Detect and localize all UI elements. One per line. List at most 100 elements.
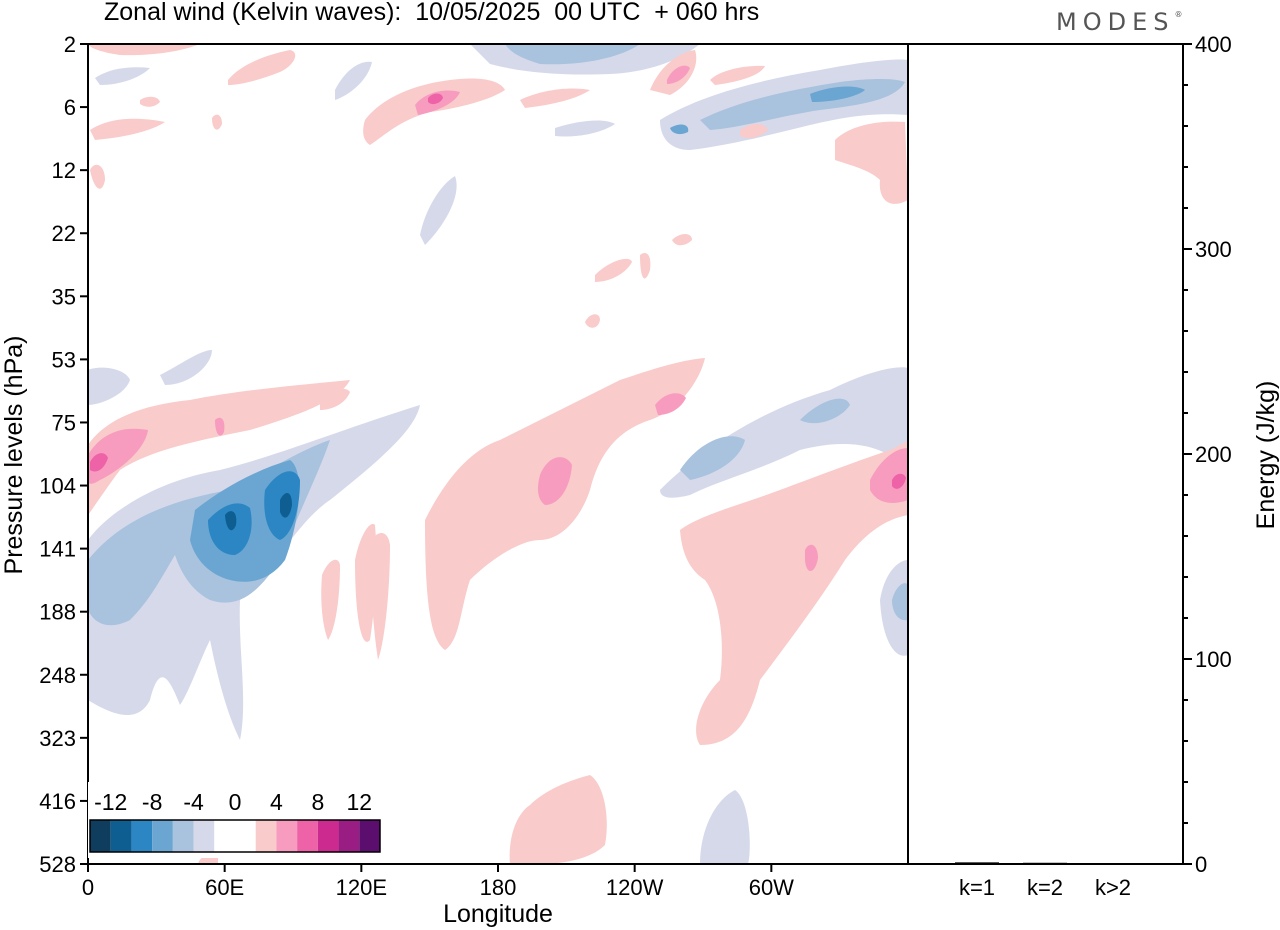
colorbar-label: -8 — [142, 789, 162, 815]
y-axis-label: Pressure levels (hPa) — [0, 336, 28, 575]
upper-easterly-core-east — [680, 436, 745, 480]
strat-easterly-far-right — [670, 124, 689, 135]
y-tick-label: 35 — [52, 284, 76, 309]
westerly-east-band — [680, 440, 908, 745]
negative-wind-regions — [88, 44, 908, 864]
x-tick-label: 120E — [336, 875, 387, 900]
westerly-35 — [585, 314, 600, 328]
energy-category-label: k=2 — [1027, 875, 1063, 900]
upper-easterly-core-east-2 — [800, 398, 850, 424]
energy-tick-label: 0 — [1195, 852, 1207, 877]
strat-westerly-6 — [363, 78, 505, 145]
westerly-patch-a — [215, 417, 225, 436]
y-tick-label: 528 — [39, 852, 76, 877]
modes-logo: MODES® — [1056, 8, 1182, 36]
energy-bar — [1091, 863, 1135, 864]
easterly-patch-53 — [160, 350, 212, 385]
y-axis: 2 6 12 22 35 53 75 104 141 188 248 323 416 528 — [39, 32, 88, 877]
colorbar-swatch — [152, 820, 173, 852]
colorbar-swatch — [338, 820, 360, 852]
x-tick-label: 120W — [606, 875, 664, 900]
westerly-column-2 — [321, 559, 340, 640]
strat-easterly-west — [95, 67, 150, 85]
energy-category-label: k=1 — [959, 875, 995, 900]
westerly-east-peak — [870, 448, 908, 503]
colorbar-label: -12 — [94, 789, 127, 815]
westerly-column-1 — [355, 524, 377, 642]
y-tick-label: 141 — [39, 537, 76, 562]
colorbar-label: 12 — [346, 789, 372, 815]
strat-westerly-12-left-b — [90, 164, 105, 189]
colorbar-swatch — [235, 820, 256, 852]
strat-easterly-top-core — [505, 44, 640, 65]
westerly-band-75 — [88, 380, 350, 515]
westerly-22b — [640, 252, 651, 279]
westerly-east-max — [892, 473, 906, 489]
westerly-main-peak — [655, 393, 686, 415]
energy-bar — [955, 862, 999, 864]
westerly-east-spot — [805, 544, 818, 572]
westerly-main-core — [537, 457, 572, 505]
colorbar-swatch — [255, 820, 277, 852]
x-tick-label: 180 — [480, 875, 517, 900]
y-tick-label: 248 — [39, 663, 76, 688]
strat-westerly-10-b — [140, 96, 160, 107]
positive-wind-regions — [88, 44, 908, 864]
strat-easterly-mid — [335, 61, 372, 100]
y-tick-label: 416 — [39, 789, 76, 814]
lower-easterly-core-3 — [280, 493, 292, 518]
colorbar-swatch — [317, 820, 339, 852]
chart-title: Zonal wind (Kelvin waves): 10/05/2025 00… — [104, 0, 760, 26]
strat-westerly-top-a — [228, 50, 296, 85]
energy-tick-label: 300 — [1195, 237, 1232, 262]
colorbar-legend: -12 -8 -4 0 4 8 12 — [88, 782, 384, 858]
energy-x-axis: k=1 k=2 k>2 — [959, 875, 1131, 900]
logo-text: MODES — [1056, 8, 1175, 36]
strat-westerly-top-e — [710, 65, 765, 85]
y-tick-label: 22 — [52, 221, 76, 246]
y-tick-label: 53 — [52, 347, 76, 372]
y-tick-label: 75 — [52, 410, 76, 435]
y-tick-label: 323 — [39, 726, 76, 751]
energy-bar — [1023, 862, 1067, 864]
x-tick-label: 60W — [749, 875, 794, 900]
colorbar-swatch — [172, 820, 194, 852]
colorbar-frame — [89, 819, 381, 853]
colorbar-label: 4 — [270, 789, 283, 815]
energy-tick-label: 200 — [1195, 442, 1232, 467]
y-tick-label: 104 — [39, 474, 76, 499]
lower-easterly-core-4 — [225, 511, 237, 531]
strat-easterly-22 — [420, 176, 457, 245]
colorbar-swatch — [193, 820, 215, 852]
x-axis: 0 60E 120E 180 120W 60W — [82, 864, 794, 900]
colorbar-swatch — [90, 820, 111, 852]
colorbar-label: -4 — [183, 789, 204, 815]
logo-mark: ® — [1174, 10, 1183, 19]
colorbar-label: 0 — [229, 789, 242, 815]
strat-westerly-top-d-core — [667, 65, 690, 84]
westerly-22a — [595, 258, 632, 282]
strat-easterly-right-core — [810, 86, 865, 102]
strat-westerly-10-c — [212, 114, 222, 130]
energy-tick-label: 100 — [1195, 647, 1232, 672]
x-tick-label: 0 — [82, 875, 94, 900]
strat-westerly-10-a — [740, 124, 768, 138]
strat-westerly-12-left — [90, 118, 165, 140]
strat-westerly-top-c — [520, 88, 590, 108]
surface-easterly — [700, 790, 750, 864]
surface-westerly — [509, 775, 607, 864]
y-tick-label: 6 — [64, 95, 76, 120]
y-tick-label: 12 — [52, 158, 76, 183]
energy-category-label: k>2 — [1095, 875, 1131, 900]
wind-field — [88, 44, 908, 864]
energy-panel: 0 100 200 300 400 k=1 k=2 k>2 Energy (J/kg) — [908, 32, 1280, 900]
colorbar-swatch — [276, 820, 298, 852]
energy-y-axis: 0 100 200 300 400 — [1183, 32, 1232, 877]
y-tick-label: 188 — [39, 600, 76, 625]
strat-westerly-top-b — [88, 44, 200, 56]
strat-westerly-6-peak — [428, 93, 443, 105]
y-tick-label: 2 — [64, 32, 76, 57]
eastern-edge-easterly-core — [892, 583, 908, 621]
westerly-main-tilt — [425, 358, 705, 650]
energy-bars — [955, 862, 1135, 864]
